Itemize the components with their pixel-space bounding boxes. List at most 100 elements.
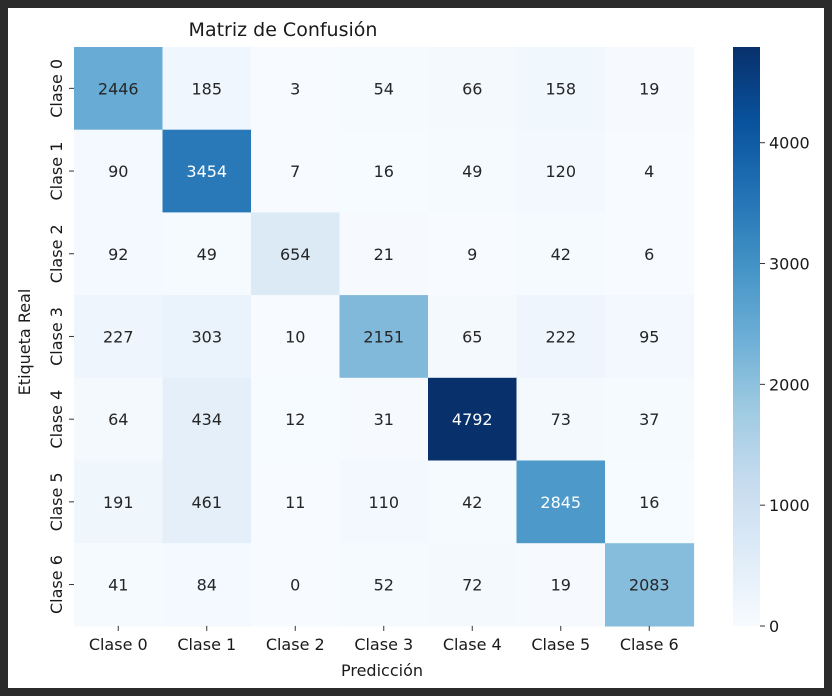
heatmap-cell <box>605 460 695 544</box>
cell-value-label: 19 <box>639 79 659 98</box>
heatmap-cell <box>251 295 341 379</box>
colorbar-scale <box>733 47 760 626</box>
cell-value-label: 37 <box>639 410 659 429</box>
heatmap-cell <box>428 460 518 544</box>
cell-value-label: 4 <box>644 162 654 181</box>
heatmap-cell <box>251 460 341 544</box>
y-tick-label: Clase 1 <box>47 142 66 201</box>
cell-value-label: 21 <box>374 245 394 264</box>
cell-value-label: 95 <box>639 327 659 346</box>
colorbar-tick-label: 0 <box>769 617 779 636</box>
cell-value-label: 7 <box>290 162 300 181</box>
heatmap-cell <box>428 543 518 627</box>
heatmap-cell <box>74 295 164 379</box>
cell-value-label: 0 <box>290 576 300 595</box>
cell-value-label: 185 <box>191 79 222 98</box>
cell-value-label: 12 <box>285 410 305 429</box>
cell-value-label: 227 <box>103 327 134 346</box>
heatmap-cell <box>516 543 606 627</box>
y-tick-label: Clase 4 <box>47 390 66 449</box>
heatmap-cell <box>605 543 695 627</box>
cell-value-label: 42 <box>551 245 571 264</box>
cell-value-label: 2845 <box>540 493 581 512</box>
cell-value-label: 654 <box>280 245 311 264</box>
cell-value-label: 31 <box>374 410 394 429</box>
cell-value-label: 73 <box>551 410 571 429</box>
confusion-matrix-chart: Matriz de Confusión Predicción Etiqueta … <box>15 19 810 680</box>
heatmap-cell <box>339 47 429 131</box>
x-tick-label: Clase 4 <box>443 635 502 654</box>
heatmap-cell <box>251 212 341 296</box>
heatmap-cell <box>605 212 695 296</box>
heatmap-cell <box>516 295 606 379</box>
colorbar-tick-label: 1000 <box>769 496 810 515</box>
figure: Matriz de Confusión Predicción Etiqueta … <box>8 8 824 688</box>
cell-value-label: 303 <box>191 327 222 346</box>
y-axis-label: Etiqueta Real <box>15 289 34 396</box>
heatmap-cell <box>74 377 164 462</box>
x-tick-label: Clase 1 <box>177 635 236 654</box>
cell-value-label: 54 <box>374 79 394 98</box>
x-tick-label: Clase 6 <box>620 635 679 654</box>
cell-value-label: 64 <box>108 410 128 429</box>
y-axis-ticks: Clase 0 Clase 1 Clase 2 Clase 3 Clase 4 Clase… <box>47 59 74 614</box>
colorbar-tick-label: 4000 <box>769 134 810 153</box>
heatmap-cell <box>428 295 518 379</box>
heatmap-cell <box>516 460 606 544</box>
cell-value-label: 2446 <box>98 79 139 98</box>
cell-value-label: 9 <box>467 245 477 264</box>
x-tick-label: Clase 3 <box>354 635 413 654</box>
cell-value-label: 49 <box>197 245 217 264</box>
heatmap-cell <box>251 543 341 627</box>
cell-value-label: 16 <box>374 162 394 181</box>
cell-value-label: 11 <box>285 493 305 512</box>
heatmap-cell <box>516 377 606 462</box>
heatmap-cell <box>162 212 252 296</box>
cell-value-label: 41 <box>108 576 128 595</box>
heatmap-cell <box>162 129 252 213</box>
heatmap-cell <box>162 47 252 131</box>
cell-value-label: 42 <box>462 493 482 512</box>
cell-value-label: 10 <box>285 327 305 346</box>
cell-value-label: 90 <box>108 162 128 181</box>
heatmap-cell <box>74 460 164 544</box>
cell-value-label: 461 <box>191 493 222 512</box>
cell-value-label: 16 <box>639 493 659 512</box>
cell-value-label: 158 <box>545 79 576 98</box>
cell-value-label: 2151 <box>363 327 404 346</box>
heatmap-cell <box>162 377 252 462</box>
heatmap-cell <box>605 129 695 213</box>
cell-value-label: 52 <box>374 576 394 595</box>
heatmap-cell <box>339 460 429 544</box>
heatmap-cell <box>605 47 695 131</box>
y-tick-label: Clase 0 <box>47 59 66 118</box>
heatmap-cell <box>162 543 252 627</box>
x-tick-label: Clase 5 <box>531 635 590 654</box>
cell-value-label: 65 <box>462 327 482 346</box>
heatmap-cell <box>162 460 252 544</box>
heatmap-cell <box>339 129 429 213</box>
y-tick-label: Clase 5 <box>47 472 66 531</box>
heatmap-cell <box>251 47 341 131</box>
cell-value-label: 84 <box>197 576 217 595</box>
colorbar: 0 1000 2000 3000 4000 <box>733 47 810 636</box>
chart-title: Matriz de Confusión <box>189 19 378 41</box>
cell-value-label: 49 <box>462 162 482 181</box>
heatmap-cell <box>428 377 518 462</box>
cell-value-label: 120 <box>545 162 576 181</box>
heatmap-cell <box>74 543 164 627</box>
heatmap-cell <box>339 543 429 627</box>
heatmap-cell <box>251 377 341 462</box>
cell-value-label: 66 <box>462 79 482 98</box>
cell-value-label: 6 <box>644 245 654 264</box>
cell-value-label: 3 <box>290 79 300 98</box>
heatmap-cell <box>339 377 429 462</box>
cell-value-label: 434 <box>191 410 222 429</box>
cell-value-label: 2083 <box>629 576 670 595</box>
y-tick-label: Clase 3 <box>47 307 66 366</box>
heatmap-cell <box>516 212 606 296</box>
cell-value-label: 4792 <box>452 410 493 429</box>
colorbar-tick-label: 2000 <box>769 375 810 394</box>
cell-value-label: 72 <box>462 576 482 595</box>
